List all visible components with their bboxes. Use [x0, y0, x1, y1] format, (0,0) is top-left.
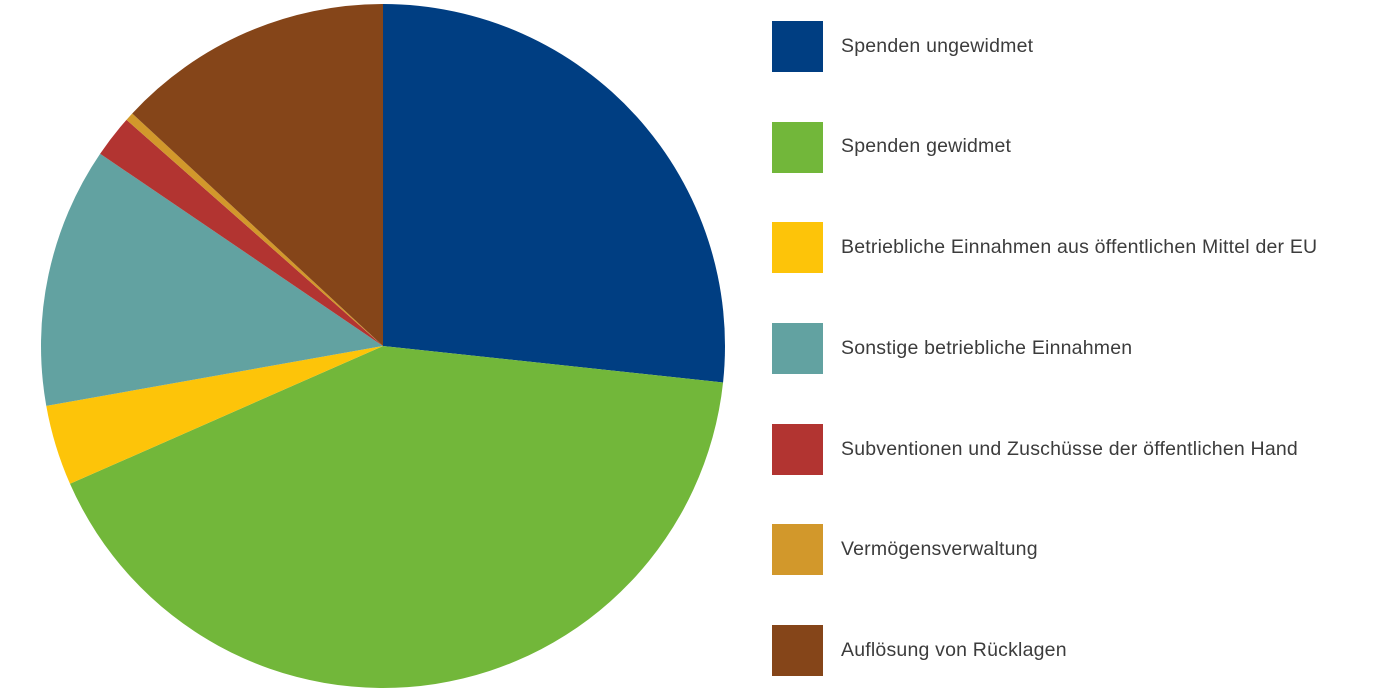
legend-label: Sonstige betriebliche Einnahmen: [841, 336, 1133, 359]
legend-label: Betriebliche Einnahmen aus öffentlichen …: [841, 236, 1318, 259]
pie-slice-4: [100, 119, 383, 346]
pie-slice-0: [383, 4, 725, 383]
legend-label: Subventionen und Zuschüsse der öffentlic…: [841, 437, 1298, 460]
legend-swatch: [772, 121, 823, 173]
legend-swatch: [772, 21, 823, 72]
legend-item: Auflösung von Rücklagen: [772, 625, 1317, 677]
legend-item: Subventionen und Zuschüsse der öffentlic…: [772, 423, 1317, 475]
legend-label: Vermögensverwaltung: [841, 538, 1038, 561]
legend-label: Spenden ungewidmet: [841, 34, 1034, 57]
legend-item: Sonstige betriebliche Einnahmen: [772, 323, 1317, 375]
legend: Spenden ungewidmet Spenden gewidmet Betr…: [772, 21, 1318, 677]
pie-chart: [41, 4, 725, 688]
legend-item: Spenden gewidmet: [772, 121, 1317, 173]
legend-swatch: [772, 625, 823, 677]
legend-swatch: [772, 222, 823, 274]
legend-item: Spenden ungewidmet: [772, 21, 1317, 72]
legend-swatch: [772, 524, 823, 576]
legend-item: Betriebliche Einnahmen aus öffentlichen …: [772, 222, 1318, 274]
pie-slice-6: [132, 4, 383, 346]
pie-slice-5: [126, 113, 384, 347]
legend-label: Auflösung von Rücklagen: [841, 638, 1067, 661]
legend-swatch: [772, 323, 823, 375]
pie-slice-2: [46, 346, 383, 484]
pie-slice-3: [41, 153, 383, 406]
legend-label: Spenden gewidmet: [841, 135, 1012, 158]
pie-slice-1: [69, 346, 724, 688]
legend-item: Vermögensverwaltung: [772, 524, 1317, 576]
legend-swatch: [772, 423, 823, 475]
